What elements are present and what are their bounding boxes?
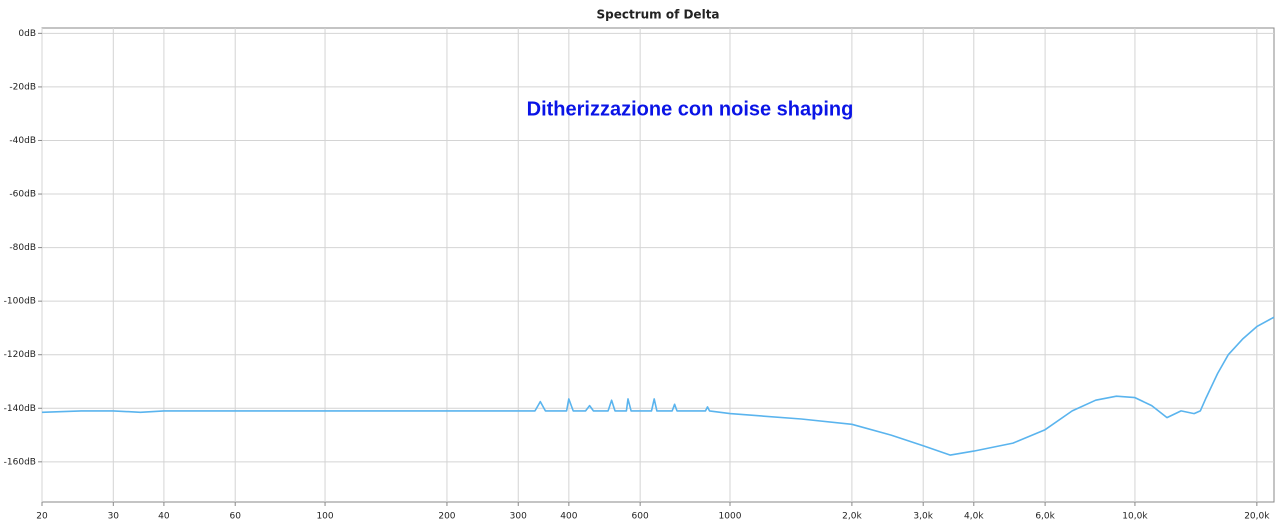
x-tick-label: 30 [108, 512, 120, 522]
y-tick-label: 0dB [18, 29, 36, 39]
x-tick-label: 100 [316, 512, 333, 522]
x-tick-label: 6,0k [1035, 512, 1055, 522]
spectrum-line [41, 316, 1275, 456]
x-tick-label: 4,0k [964, 512, 984, 522]
x-tick-label: 20 [36, 512, 48, 522]
x-tick-label: 300 [510, 512, 527, 522]
y-tick-label: -120dB [4, 350, 36, 360]
x-tick-label: 10,0k [1122, 512, 1148, 522]
y-tick-label: -80dB [9, 243, 36, 253]
annotation: Ditherizzazione con noise shaping [527, 98, 854, 120]
x-tick-label: 400 [560, 512, 577, 522]
x-tick-label: 200 [438, 512, 455, 522]
y-tick-label: -60dB [9, 190, 36, 200]
y-tick-label: -100dB [4, 297, 36, 307]
x-tick-label: 2,0k [842, 512, 862, 522]
x-tick-label: 20,0k [1244, 512, 1270, 522]
y-tick-label: -40dB [9, 136, 36, 146]
x-tick-label: 40 [158, 512, 170, 522]
x-tick-label: 3,0k [913, 512, 933, 522]
x-tick-label: 60 [229, 512, 241, 522]
x-tick-label: 600 [632, 512, 649, 522]
grid [41, 28, 1274, 502]
x-tick-label: 1000 [719, 512, 742, 522]
y-tick-label: -20dB [9, 82, 36, 92]
chart-title: Spectrum of Delta [596, 8, 719, 22]
y-tick-label: -140dB [4, 404, 36, 414]
y-tick-label: -160dB [4, 457, 36, 467]
